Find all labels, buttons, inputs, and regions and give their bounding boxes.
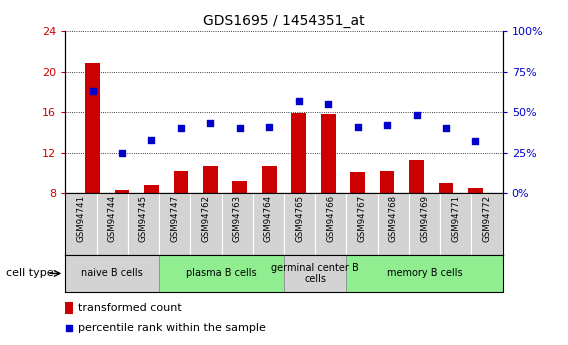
Bar	[85, 63, 100, 193]
Point	[65, 325, 74, 331]
Bar	[115, 190, 130, 193]
Bar	[471, 193, 503, 255]
Point	[324, 101, 333, 107]
Text: GSM94747: GSM94747	[170, 195, 179, 242]
Point	[353, 124, 362, 129]
Point	[177, 126, 186, 131]
Point	[412, 112, 421, 118]
Text: germinal center B
cells: germinal center B cells	[272, 263, 359, 284]
Point	[471, 139, 480, 144]
Bar	[97, 193, 128, 255]
Point	[441, 126, 450, 131]
Text: cell type: cell type	[6, 268, 53, 278]
Bar	[468, 188, 483, 193]
Point	[88, 88, 97, 94]
Bar	[440, 193, 471, 255]
Point	[294, 98, 303, 104]
Bar	[350, 172, 365, 193]
Text: GSM94745: GSM94745	[139, 195, 148, 242]
Point	[382, 122, 391, 128]
Bar	[321, 114, 336, 193]
Bar	[144, 185, 159, 193]
Text: GSM94765: GSM94765	[295, 195, 304, 242]
Bar	[253, 193, 284, 255]
Text: GSM94772: GSM94772	[483, 195, 491, 242]
Bar	[380, 171, 394, 193]
Text: GSM94769: GSM94769	[420, 195, 429, 242]
Text: GSM94744: GSM94744	[108, 195, 116, 242]
Text: GSM94771: GSM94771	[452, 195, 460, 242]
Text: GSM94766: GSM94766	[327, 195, 335, 242]
Text: GSM94763: GSM94763	[233, 195, 241, 242]
Text: GSM94768: GSM94768	[389, 195, 398, 242]
Bar	[65, 255, 159, 292]
Point	[147, 137, 156, 142]
Point	[265, 124, 274, 129]
Bar	[409, 160, 424, 193]
Bar	[174, 171, 188, 193]
Bar	[291, 113, 306, 193]
Text: GSM94762: GSM94762	[202, 195, 210, 242]
Point	[235, 126, 244, 131]
Text: naive B cells: naive B cells	[81, 268, 143, 278]
Bar	[346, 193, 378, 255]
Text: percentile rank within the sample: percentile rank within the sample	[78, 323, 266, 333]
Text: GSM94741: GSM94741	[77, 195, 85, 242]
Bar	[315, 193, 346, 255]
Text: memory B cells: memory B cells	[387, 268, 462, 278]
Bar	[65, 302, 73, 314]
Bar	[232, 181, 247, 193]
Bar	[190, 193, 222, 255]
Text: transformed count: transformed count	[78, 303, 182, 313]
Text: GDS1695 / 1454351_at: GDS1695 / 1454351_at	[203, 14, 365, 28]
Point	[206, 121, 215, 126]
Bar	[128, 193, 159, 255]
Text: plasma B cells: plasma B cells	[186, 268, 257, 278]
Bar	[159, 193, 190, 255]
Bar	[346, 255, 503, 292]
Bar	[222, 193, 253, 255]
Bar	[262, 166, 277, 193]
Bar	[284, 255, 346, 292]
Text: GSM94764: GSM94764	[264, 195, 273, 242]
Bar	[159, 255, 284, 292]
Bar	[65, 193, 97, 255]
Text: GSM94767: GSM94767	[358, 195, 366, 242]
Bar	[378, 193, 409, 255]
Bar	[438, 183, 453, 193]
Point	[118, 150, 127, 155]
Bar	[203, 166, 218, 193]
Bar	[409, 193, 440, 255]
Bar	[284, 193, 315, 255]
